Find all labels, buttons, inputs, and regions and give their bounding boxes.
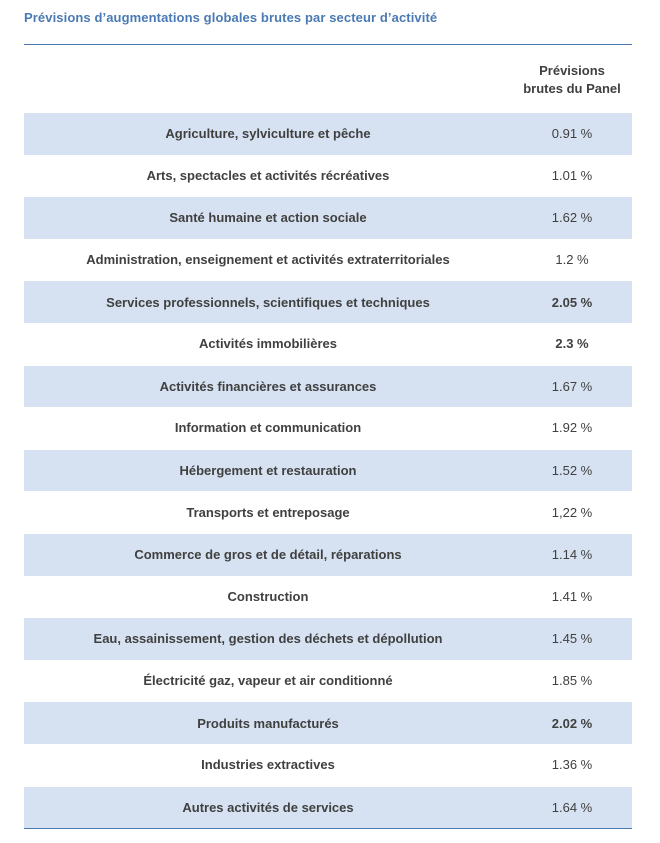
value-column-header: Prévisions brutes du Panel [512, 62, 632, 98]
table-row: Administration, enseignement et activité… [24, 239, 632, 281]
table-row: Commerce de gros et de détail, réparatio… [24, 532, 632, 576]
table-row: Hébergement et restauration 1.52 % [24, 448, 632, 492]
sector-cell: Arts, spectacles et activités récréative… [146, 167, 390, 183]
value-cell: 1.45 % [551, 631, 593, 647]
sector-cell: Commerce de gros et de détail, réparatio… [134, 547, 402, 563]
table-row: Transports et entreposage 1,22 % [24, 491, 632, 533]
sector-cell: Autres activités de services [182, 799, 354, 815]
sector-cell: Activités financières et assurances [159, 378, 377, 394]
value-cell: 1.36 % [551, 757, 593, 773]
table-row: Arts, spectacles et activités récréative… [24, 155, 632, 197]
sector-cell: Santé humaine et action sociale [169, 210, 367, 226]
sector-cell: Information et communication [174, 420, 362, 436]
sector-cell: Construction [227, 588, 309, 604]
sector-cell: Activités immobilières [199, 336, 337, 352]
table-row: Eau, assainissement, gestion des déchets… [24, 617, 632, 660]
value-cell: 2.05 % [551, 294, 593, 310]
value-cell: 1.14 % [551, 547, 593, 563]
table-row: Autres activités de services 1.64 % [24, 785, 632, 829]
value-cell: 1.67 % [551, 378, 593, 394]
table-row: Industries extractives 1.36 % [24, 744, 632, 786]
table-row: Activités financières et assurances 1.67 … [24, 364, 632, 408]
sector-cell: Services professionnels, scientifiques e… [106, 294, 430, 310]
value-cell: 1.52 % [551, 463, 593, 479]
sector-cell: Agriculture, sylviculture et pêche [165, 126, 371, 142]
value-cell: 1.2 % [555, 252, 589, 268]
table-row: Santé humaine et action sociale 1.62 % [24, 196, 632, 239]
sector-cell: Électricité gaz, vapeur et air condition… [143, 673, 393, 689]
value-cell: 2.3 % [555, 336, 589, 352]
table-row: Activités immobilières 2.3 % [24, 323, 632, 365]
sector-cell: Industries extractives [201, 757, 335, 773]
sector-cell: Eau, assainissement, gestion des déchets… [93, 631, 443, 647]
sector-cell: Produits manufacturés [197, 715, 339, 731]
value-cell: 2.02 % [551, 715, 593, 731]
value-cell: 1.92 % [551, 420, 593, 436]
table-row: Produits manufacturés 2.02 % [24, 701, 632, 744]
value-header-line1: Prévisions [539, 63, 605, 78]
value-cell: 1.64 % [551, 799, 593, 815]
value-cell: 1,22 % [551, 504, 593, 520]
table-row: Agriculture, sylviculture et pêche 0.91 % [24, 112, 632, 155]
value-header-line2: brutes du Panel [523, 81, 621, 96]
value-cell: 1.01 % [551, 167, 593, 183]
table-row: Services professionnels, scientifiques e… [24, 280, 632, 323]
sector-cell: Hébergement et restauration [179, 463, 357, 479]
value-cell: 1.41 % [551, 588, 593, 604]
forecast-table: Prévisions brutes du Panel Agriculture, … [24, 44, 632, 830]
table-title: Prévisions d’augmentations globales brut… [24, 10, 438, 25]
value-cell: 1.62 % [551, 210, 593, 226]
table-header: Prévisions brutes du Panel [24, 45, 632, 112]
value-cell: 0.91 % [551, 126, 593, 142]
table-row: Information et communication 1.92 % [24, 407, 632, 449]
sector-cell: Administration, enseignement et activité… [86, 252, 450, 268]
table-row: Construction 1.41 % [24, 576, 632, 618]
table-body: Agriculture, sylviculture et pêche 0.91 %… [24, 112, 632, 829]
value-cell: 1.85 % [551, 673, 593, 689]
table-row: Électricité gaz, vapeur et air condition… [24, 660, 632, 702]
sector-cell: Transports et entreposage [186, 504, 350, 520]
